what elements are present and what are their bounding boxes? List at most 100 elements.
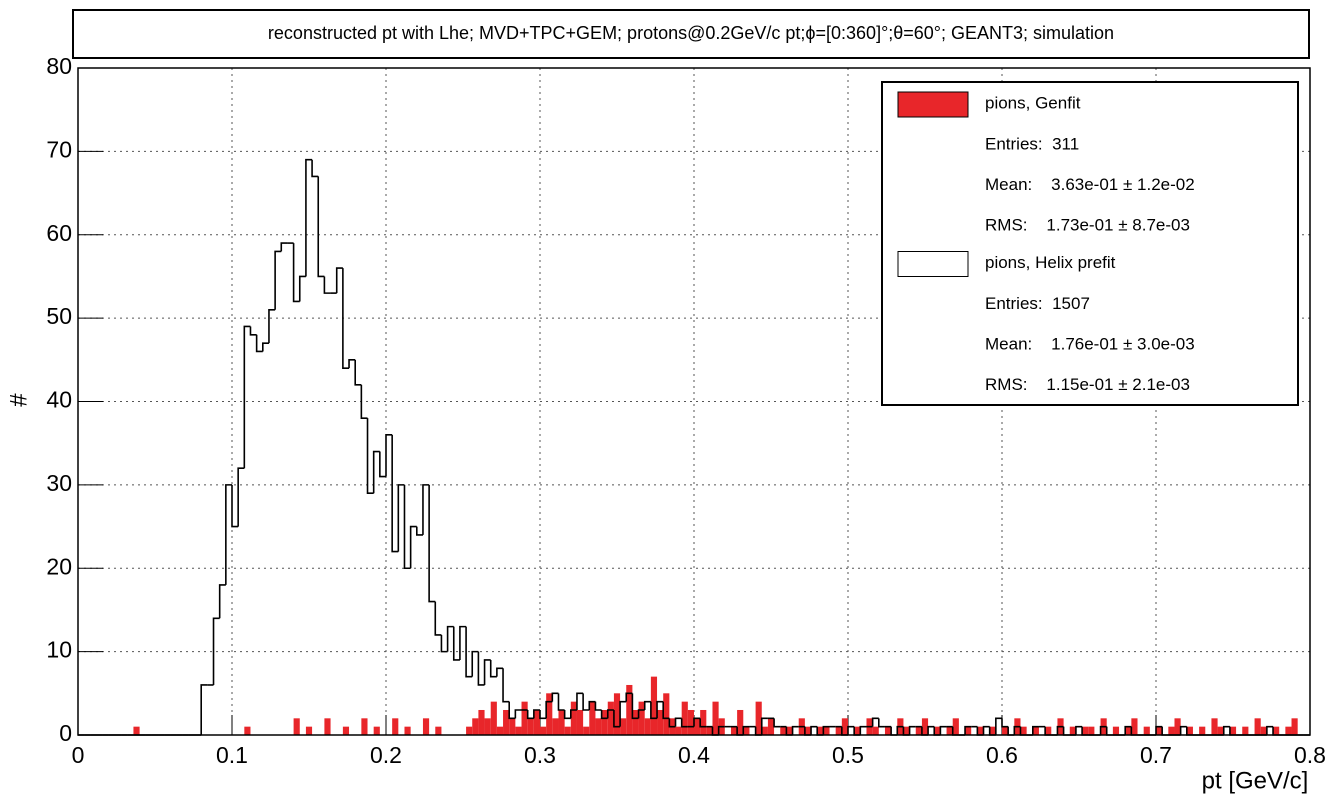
hist-step	[600, 709, 608, 720]
hist-step	[576, 692, 584, 710]
hist-step	[588, 700, 596, 710]
hist-bar	[540, 726, 547, 735]
hist-bar	[644, 718, 651, 735]
hist-bar	[817, 726, 824, 735]
hist-step	[237, 467, 245, 527]
hist-step	[483, 659, 491, 685]
hist-step	[964, 725, 972, 735]
hist-bar	[620, 718, 627, 735]
hist-bar	[466, 726, 473, 735]
hist-step	[557, 693, 565, 711]
y-tick-label: 80	[46, 53, 72, 79]
hist-step	[606, 709, 614, 719]
hist-bar	[854, 726, 861, 735]
hist-step	[1032, 725, 1039, 735]
hist-step	[1013, 725, 1021, 735]
hist-bar	[472, 718, 479, 735]
hist-step	[508, 701, 516, 720]
hist-bar	[761, 726, 768, 735]
hist-bar	[1045, 726, 1052, 735]
legend-stat: Mean: 3.63e-01 ± 1.2e-02	[985, 175, 1195, 194]
hist-step	[773, 718, 781, 728]
y-tick-label: 40	[46, 387, 72, 413]
hist-bar	[835, 726, 842, 735]
hist-step	[908, 725, 916, 735]
legend-stat: Entries: 311	[985, 134, 1079, 153]
hist-bar	[509, 718, 516, 735]
hist-step	[939, 725, 947, 735]
x-tick-label: 0.5	[832, 742, 864, 768]
hist-bar	[626, 684, 633, 735]
hist-bar	[1112, 726, 1120, 735]
hist-step	[262, 342, 269, 352]
hist-step	[323, 276, 331, 294]
hist-step	[502, 668, 510, 703]
hist-bar	[841, 718, 848, 735]
hist-bar	[361, 718, 368, 735]
hist-step	[982, 725, 990, 735]
hist-step	[594, 701, 602, 711]
hist-bar	[743, 726, 750, 735]
hist-step	[717, 725, 725, 735]
hist-bar	[786, 726, 793, 735]
hist-step	[342, 268, 350, 369]
hist-bar	[552, 718, 559, 735]
hist-bar	[1131, 718, 1138, 735]
hist-step	[680, 718, 688, 728]
hist-bar	[515, 726, 522, 735]
x-tick-label: 0.3	[524, 742, 556, 768]
hist-bar	[1032, 726, 1039, 735]
hist-step	[409, 525, 417, 569]
hist-bar	[244, 726, 251, 735]
y-tick-label: 0	[59, 720, 72, 746]
hist-bar	[1273, 726, 1280, 735]
hist-bar	[435, 726, 442, 735]
hist-step	[305, 158, 313, 277]
hist-step	[810, 725, 818, 735]
hist-step	[292, 243, 300, 303]
hist-bar	[1229, 726, 1237, 735]
hist-bar	[706, 726, 713, 735]
hist-step	[249, 326, 257, 336]
hist-step	[416, 526, 423, 536]
hist-bar	[1156, 726, 1163, 735]
hist-step	[859, 725, 867, 735]
hist-bar	[657, 709, 664, 735]
hist-step	[742, 725, 750, 735]
hist-bar	[607, 701, 614, 735]
hist-bar	[305, 726, 313, 735]
hist-step	[563, 709, 571, 720]
hist-bar	[952, 718, 959, 735]
hist-bar	[478, 709, 485, 735]
hist-step	[650, 701, 658, 720]
hist-step	[311, 159, 319, 178]
hist-step	[643, 700, 651, 710]
hist-step	[434, 601, 442, 636]
hist-step	[896, 725, 904, 735]
hist-step	[619, 700, 627, 727]
hist-step	[212, 617, 220, 685]
hist-step	[1266, 725, 1274, 735]
plot-frame	[77, 67, 1311, 736]
hist-bar	[687, 709, 694, 735]
hist-step	[625, 692, 633, 702]
hist-bar	[293, 718, 300, 735]
hist-step	[570, 709, 577, 719]
hist-bar	[730, 726, 738, 735]
hist-bar	[422, 718, 430, 735]
hist-step	[422, 484, 430, 535]
hist-bar	[694, 718, 701, 735]
hist-bar	[1242, 726, 1249, 735]
hist-bar	[564, 726, 571, 735]
hist-bar	[638, 701, 645, 735]
hist-step	[668, 718, 676, 728]
hist-bar	[934, 726, 941, 735]
hist-bar	[903, 726, 910, 735]
hist-step	[662, 701, 670, 720]
hist-step	[674, 717, 682, 727]
x-tick-label: 0.8	[1294, 742, 1326, 768]
hist-step	[403, 484, 411, 570]
hist-step	[391, 434, 399, 553]
